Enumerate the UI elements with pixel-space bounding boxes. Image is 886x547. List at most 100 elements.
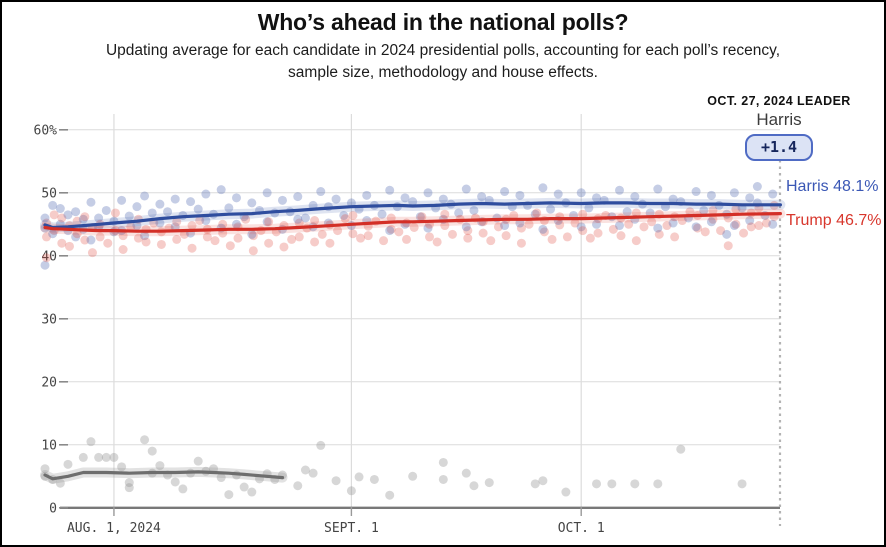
y-axis-label: 0: [49, 501, 57, 516]
poll-dot-trump: [172, 234, 182, 244]
poll-dot-trump: [172, 217, 182, 227]
poll-dot-trump: [72, 229, 82, 239]
poll-dot-trump: [241, 214, 251, 224]
subtitle-line-2: sample size, methodology and house effec…: [288, 64, 598, 82]
poll-dot-trump: [693, 223, 703, 233]
poll-dot-other: [484, 478, 494, 488]
poll-dot-harris: [117, 195, 127, 205]
poll-dot-harris: [140, 191, 150, 201]
poll-dot-trump: [555, 220, 565, 230]
y-axis-label: 30: [41, 312, 57, 327]
poll-dot-other: [300, 465, 310, 475]
poll-dot-harris: [630, 192, 640, 202]
x-axis-label: SEPT. 1: [324, 521, 379, 536]
poll-dot-other: [178, 484, 188, 494]
poll-dot-other: [676, 444, 686, 454]
poll-dot-trump: [700, 227, 710, 237]
poll-dot-harris: [500, 187, 510, 197]
poll-dot-trump: [463, 226, 473, 236]
poll-dot-trump: [524, 219, 534, 229]
poll-dot-harris: [615, 185, 624, 195]
poll-dot-trump: [95, 232, 105, 242]
poll-dot-harris: [316, 187, 326, 197]
poll-dot-trump: [631, 208, 641, 218]
poll-dot-trump: [264, 238, 274, 248]
poll-dot-trump: [49, 210, 59, 220]
poll-dot-trump: [447, 229, 457, 239]
poll-dot-harris: [155, 218, 165, 228]
poll-dot-other: [438, 457, 448, 467]
poll-dot-other: [293, 481, 303, 491]
poll-dot-trump: [723, 241, 733, 251]
poll-dot-harris: [722, 229, 732, 239]
poll-dot-other: [193, 456, 203, 466]
poll-dot-harris: [277, 195, 287, 205]
y-axis-label: 20: [41, 375, 57, 390]
poll-dot-trump: [386, 224, 396, 234]
poll-dot-trump: [478, 228, 488, 238]
poll-dot-harris: [201, 216, 211, 226]
poll-dot-harris: [232, 219, 241, 229]
poll-dot-harris: [408, 197, 418, 207]
chart-subtitle: Updating average for each candidate in 2…: [63, 40, 823, 85]
poll-dot-other: [354, 472, 364, 482]
poll-dot-harris: [63, 210, 73, 220]
poll-dot-trump: [731, 204, 741, 214]
poll-dot-trump: [264, 217, 274, 227]
poll-dot-trump: [103, 238, 113, 248]
trump-average-line: [43, 212, 782, 233]
poll-dot-harris: [163, 207, 173, 217]
poll-dot-trump: [187, 221, 197, 231]
poll-dot-other: [737, 479, 747, 489]
poll-dot-trump: [739, 228, 749, 238]
poll-dot-trump: [202, 232, 212, 242]
poll-dot-trump: [708, 205, 718, 215]
poll-dot-trump: [141, 237, 151, 247]
leader-callout: OCT. 27, 2024 LEADER Harris +1.4: [679, 94, 879, 161]
poll-dot-trump: [294, 218, 304, 228]
poll-dot-harris: [170, 194, 180, 204]
poll-dot-harris: [140, 231, 150, 241]
poll-dot-trump: [432, 237, 442, 247]
poll-dot-trump: [639, 222, 649, 232]
poll-dot-harris: [500, 221, 510, 231]
poll-dot-other: [94, 452, 104, 462]
poll-dot-trump: [647, 217, 657, 227]
poll-dot-harris: [124, 211, 134, 221]
poll-dot-harris: [78, 214, 88, 224]
poll-dot-other: [140, 435, 150, 445]
poll-dot-trump: [578, 209, 588, 219]
poll-dot-other: [40, 464, 50, 474]
poll-dot-trump: [486, 236, 496, 246]
poll-dot-harris: [699, 205, 709, 215]
poll-dot-trump: [333, 226, 343, 236]
poll-dot-trump: [708, 214, 718, 224]
poll-dot-harris: [262, 217, 272, 227]
poll-dot-harris: [706, 217, 716, 227]
poll-dot-trump: [126, 222, 136, 232]
poll-dot-trump: [325, 238, 335, 248]
poll-dot-harris: [293, 192, 303, 202]
poll-dot-trump: [547, 234, 557, 244]
poll-dot-trump: [578, 226, 588, 236]
poll-dot-trump: [72, 216, 82, 226]
poll-dot-harris: [729, 221, 739, 231]
poll-dot-harris: [186, 197, 196, 207]
poll-dot-trump: [425, 232, 434, 242]
poll-dot-other: [86, 437, 96, 447]
poll-dot-trump: [379, 236, 389, 246]
poll-dot-harris: [691, 187, 701, 197]
poll-dot-trump: [539, 227, 549, 237]
poll-dot-harris: [86, 197, 96, 207]
poll-dot-trump: [248, 246, 258, 256]
poll-dot-trump: [616, 231, 626, 241]
poll-dot-trump: [87, 248, 97, 258]
poll-dot-trump: [570, 218, 580, 228]
poll-dot-harris: [538, 183, 548, 193]
poll-dot-harris: [147, 208, 157, 218]
poll-dot-harris: [423, 223, 433, 233]
poll-dot-trump: [80, 212, 90, 222]
poll-dot-harris: [331, 194, 341, 204]
